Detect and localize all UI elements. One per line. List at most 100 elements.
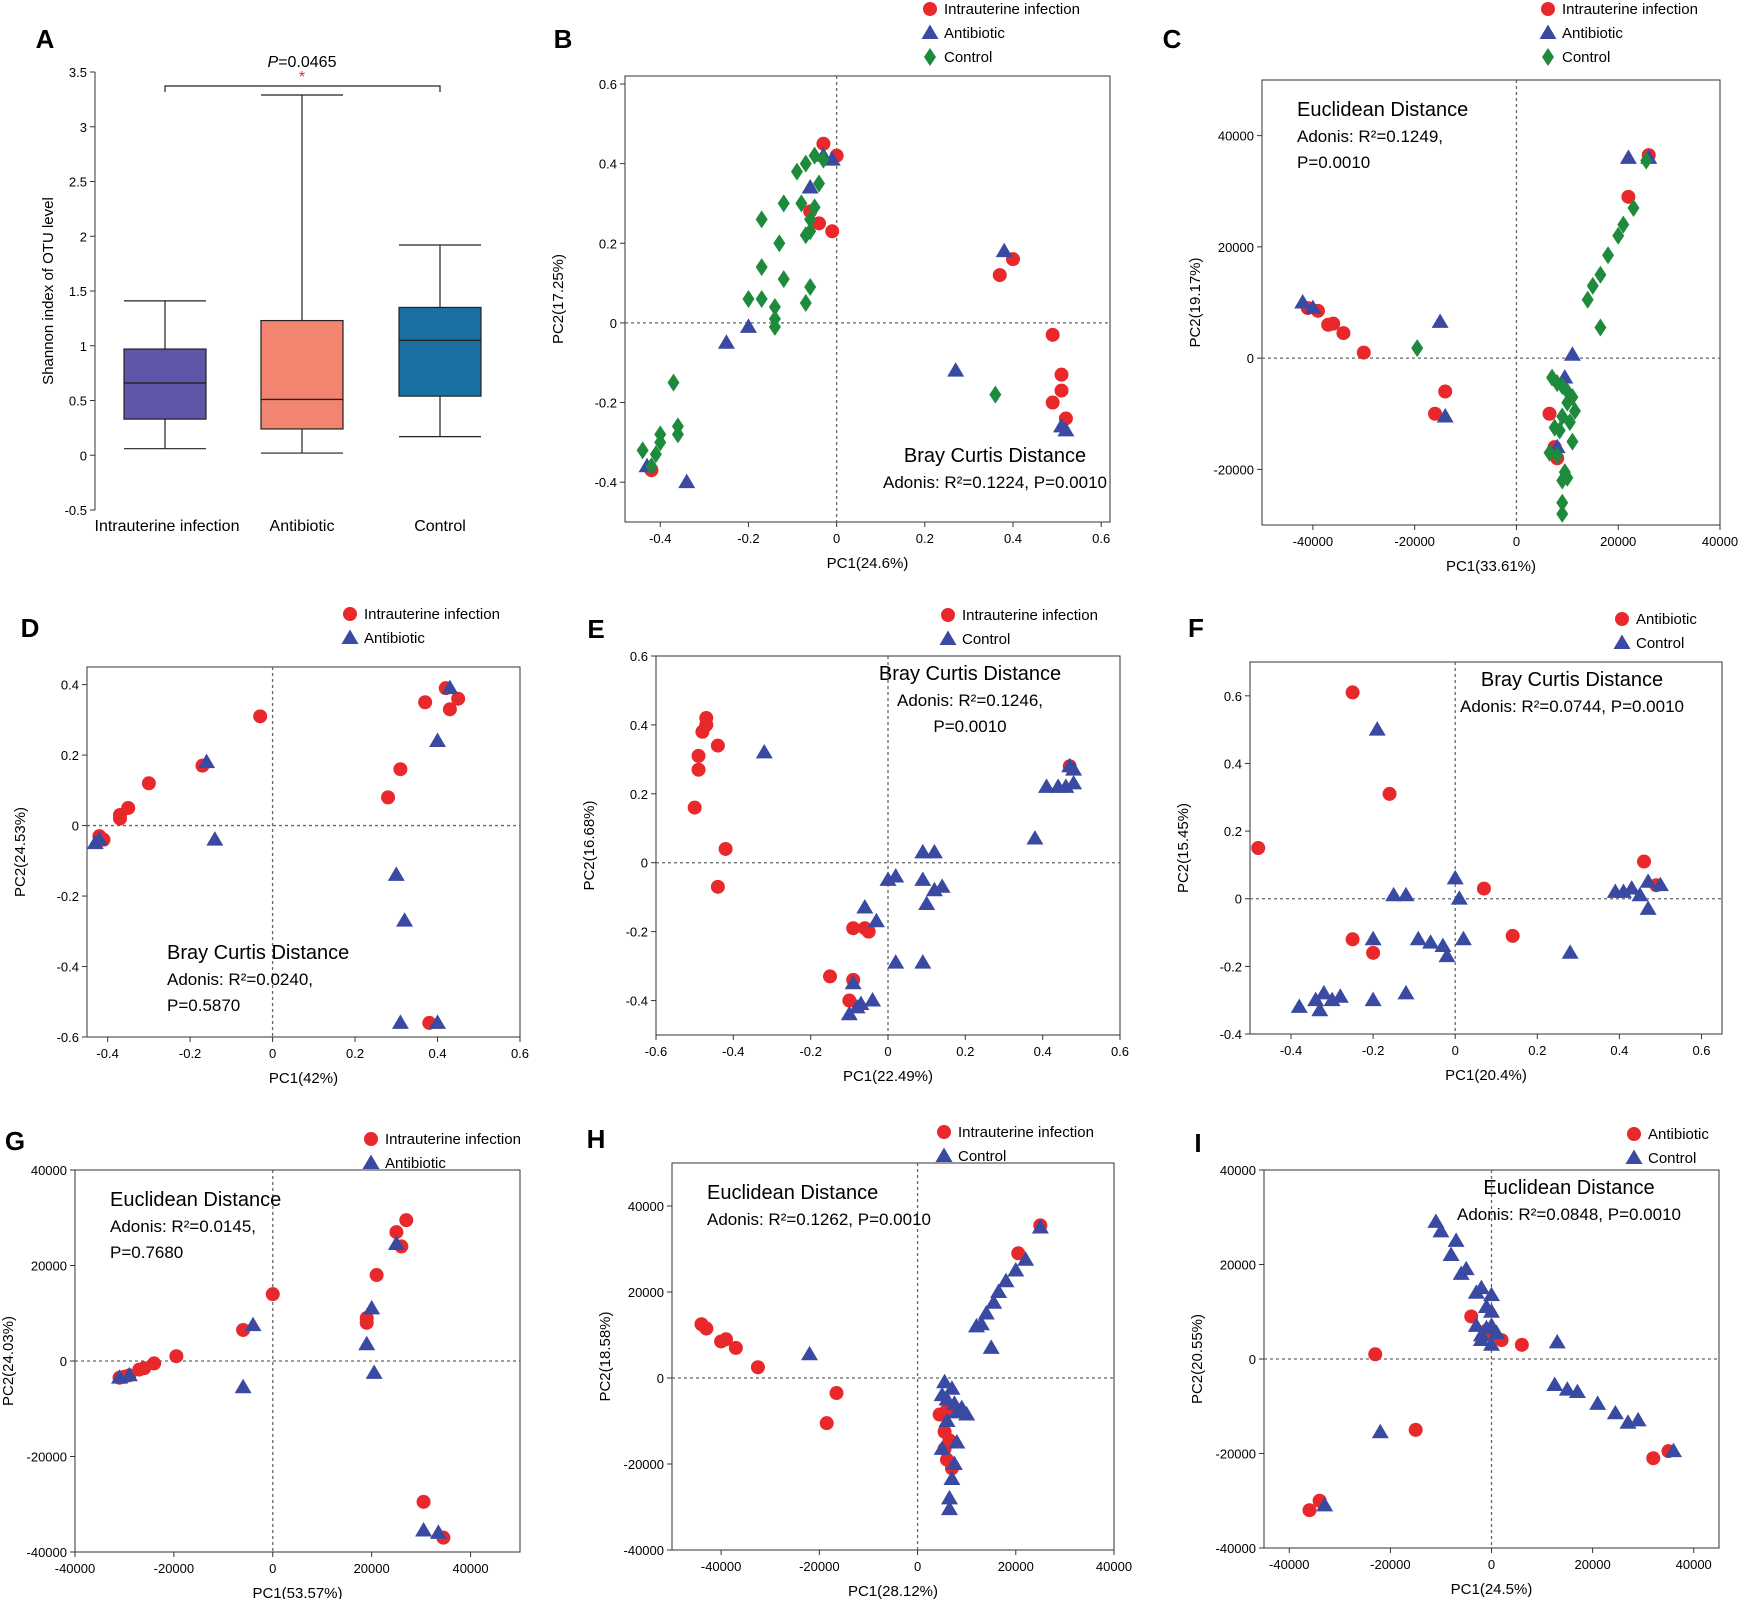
data-point	[1483, 1286, 1500, 1302]
x-tick-label: 0	[833, 531, 840, 546]
data-point	[358, 1335, 376, 1351]
legend-marker	[923, 2, 937, 16]
data-point	[1446, 869, 1464, 885]
data-point	[825, 224, 840, 239]
y-tick-label: -0.2	[595, 396, 617, 411]
data-point	[1639, 900, 1657, 915]
y-tick-label: 0.4	[599, 157, 617, 172]
data-point	[649, 445, 662, 464]
annotation-title: Bray Curtis Distance	[1481, 669, 1663, 691]
annotation-stat: P=0.0010	[933, 717, 1006, 736]
data-point	[801, 1345, 819, 1361]
data-point	[1304, 299, 1322, 315]
x-tick-label: 20000	[1600, 534, 1636, 549]
y-tick-label: 3.5	[69, 65, 87, 80]
data-point	[1454, 930, 1472, 946]
x-tick-label: -0.2	[737, 531, 759, 546]
data-point	[365, 1364, 383, 1379]
p-value-label: P=0.0465	[268, 54, 337, 71]
x-tick-label: -0.6	[645, 1044, 667, 1059]
annotation-stat: Adonis: R²=0.0240,	[167, 970, 313, 989]
series-antibiotic	[638, 147, 1075, 489]
x-tick-label: 0.2	[956, 1044, 974, 1059]
data-point	[823, 151, 841, 166]
data-point	[710, 738, 725, 753]
annotation-title: Euclidean Distance	[1297, 99, 1468, 121]
x-axis-label: PC1(53.57%)	[252, 1585, 342, 1599]
data-point	[804, 210, 817, 229]
y-tick-label: 0	[1247, 351, 1254, 366]
box-iqr	[260, 319, 344, 430]
data-point	[813, 174, 825, 193]
data-point	[90, 831, 108, 846]
data-point	[1563, 413, 1576, 432]
data-point	[1483, 1303, 1500, 1318]
data-point	[141, 776, 156, 791]
data-point	[1368, 1347, 1383, 1362]
panel-d: D -0.6 -0.4 -0.2 0 0.2 0.4 -0.4 -0.2 0 0.2 0.4 0.6 PC…	[12, 606, 529, 1087]
x-axis-label: PC1(33.61%)	[1446, 558, 1536, 575]
data-point	[1436, 408, 1454, 423]
data-point	[1397, 984, 1415, 1000]
y-tick-label: 0.5	[69, 394, 87, 409]
p-value: =0.0465	[278, 54, 336, 71]
data-point	[777, 194, 790, 213]
y-tick-label: 1.5	[69, 284, 87, 299]
panel-a: A -0.5 0 0.5 1 1.5 2 2.5 3 3.5 Shannon index of OT…	[36, 24, 482, 535]
data-point	[236, 1322, 251, 1337]
data-point	[1594, 265, 1607, 284]
data-point	[1561, 393, 1574, 412]
legend-label: Intrauterine infection	[1562, 1, 1698, 18]
legend-marker	[1615, 612, 1629, 626]
data-point	[1546, 1376, 1564, 1391]
legend-label: Intrauterine infection	[364, 606, 500, 623]
data-point	[1612, 226, 1625, 245]
data-point	[234, 1378, 252, 1394]
y-tick-label: 40000	[628, 1199, 664, 1214]
y-tick-label: 0.6	[1224, 689, 1242, 704]
legend-marker	[364, 1132, 378, 1146]
data-point	[1464, 1309, 1479, 1324]
data-point	[918, 895, 936, 911]
data-point	[1640, 151, 1653, 170]
y-tick-label: -20000	[1216, 1447, 1256, 1462]
data-point	[1561, 468, 1574, 487]
y-tick-label: 0.2	[61, 748, 79, 763]
data-point	[804, 278, 817, 297]
data-point	[799, 154, 812, 173]
x-axis-label: PC1(22.49%)	[843, 1068, 933, 1085]
data-point	[887, 868, 905, 883]
x-tick-label: -20000	[1370, 1557, 1410, 1572]
y-tick-label: 0	[641, 856, 648, 871]
data-point	[768, 297, 781, 316]
data-point	[967, 1317, 985, 1333]
x-tick-label: -0.4	[722, 1044, 744, 1059]
x-axis-label: PC1(42%)	[269, 1070, 338, 1087]
plot-frame	[624, 75, 1111, 523]
box-1	[123, 300, 207, 450]
annotation-title: Euclidean Distance	[1483, 1177, 1654, 1199]
data-point	[1548, 1333, 1566, 1349]
annotation-stat: Adonis: R²=0.1224, P=0.0010	[883, 473, 1107, 492]
data-point	[1438, 384, 1453, 399]
series-intrauterine-infection	[112, 1213, 451, 1545]
data-point	[755, 290, 768, 308]
data-point	[387, 866, 405, 881]
legend-label: Antibiotic	[1636, 611, 1697, 628]
x-tick-label: 0	[914, 1559, 921, 1574]
data-point	[1054, 383, 1069, 398]
data-point	[206, 831, 224, 846]
data-point	[914, 871, 932, 886]
legend-label: Intrauterine infection	[958, 1124, 1094, 1141]
data-point	[914, 954, 932, 969]
data-point	[1561, 944, 1579, 959]
legend-marker	[921, 24, 939, 39]
y-tick-label: 0	[72, 819, 79, 834]
panel-letter-a: A	[36, 24, 55, 54]
legend-marker	[937, 1125, 951, 1139]
series-control	[1316, 1213, 1682, 1512]
data-point	[1017, 1251, 1035, 1266]
data-point	[938, 1412, 956, 1427]
y-axis-label: PC2(24.53%)	[12, 807, 29, 897]
data-point	[359, 1315, 374, 1330]
